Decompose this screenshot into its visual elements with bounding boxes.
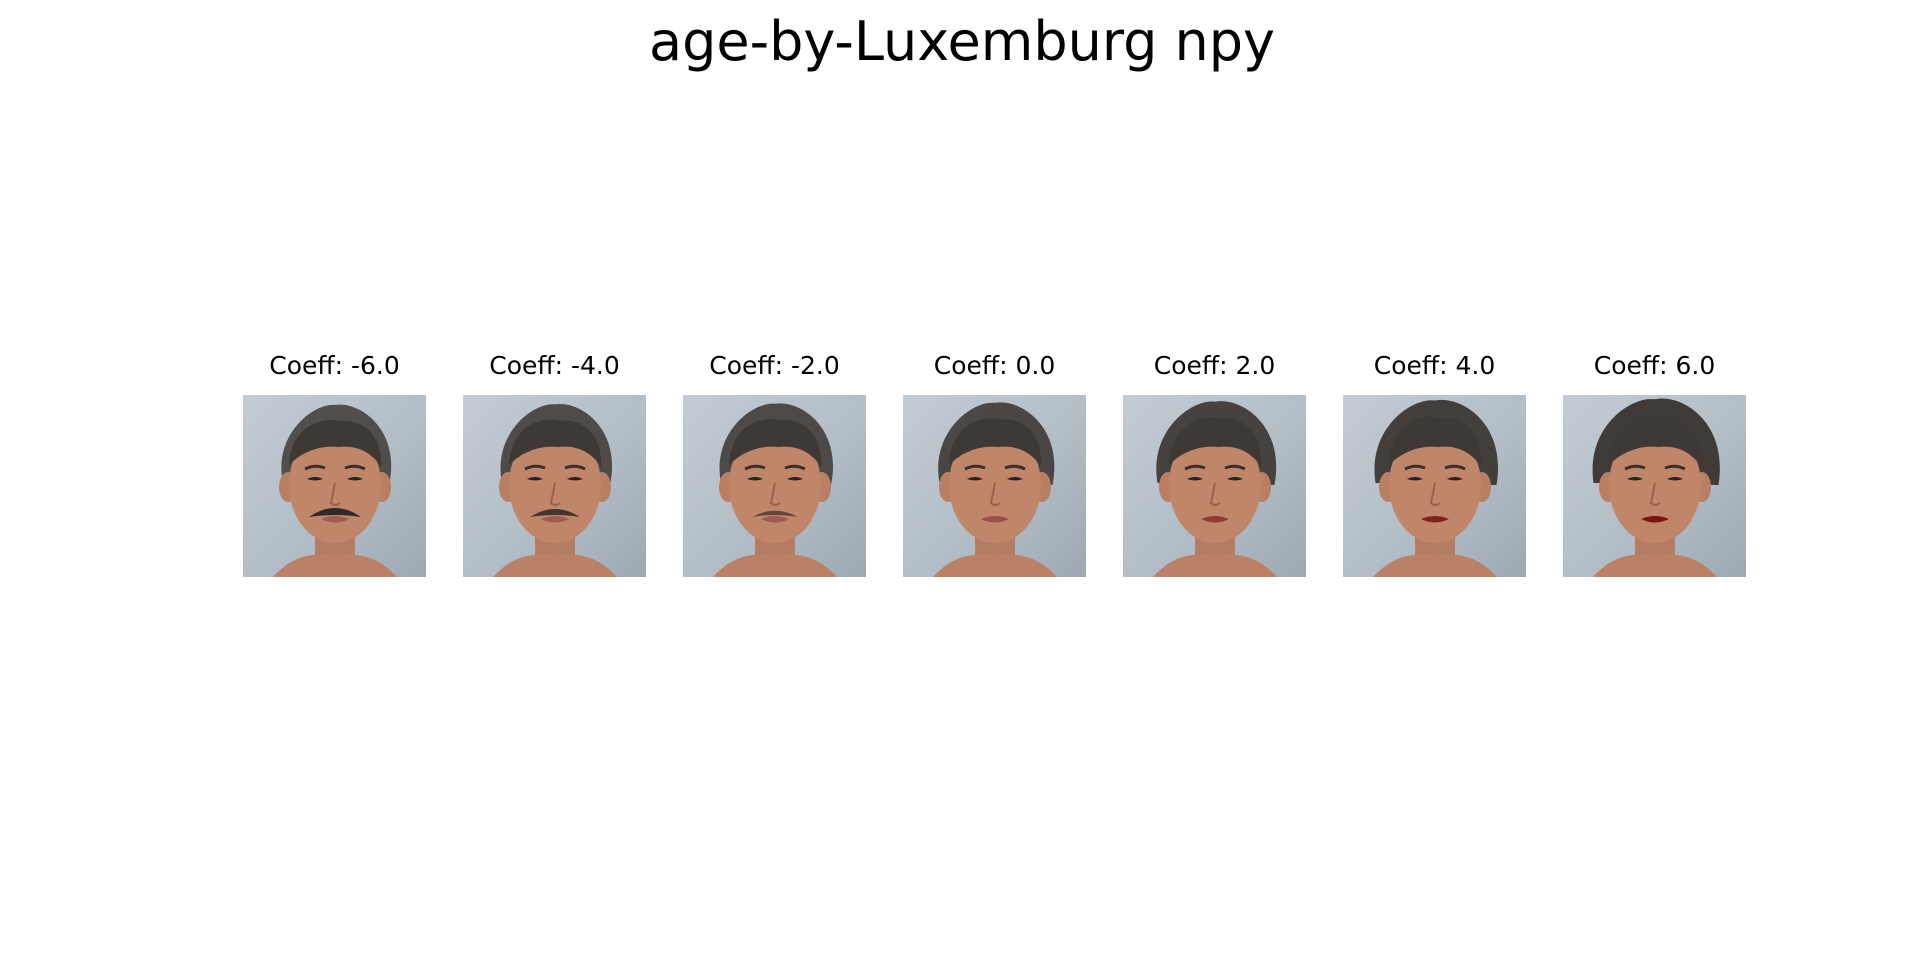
shoulders xyxy=(1153,554,1277,577)
eye-right xyxy=(1227,477,1243,481)
eye-right xyxy=(567,477,583,481)
hair-front xyxy=(509,419,602,467)
eye-right xyxy=(1007,477,1023,481)
mustache xyxy=(752,510,798,517)
lips xyxy=(541,516,569,523)
eyebrow-right xyxy=(344,464,366,471)
hair-front xyxy=(1609,415,1702,467)
mustache xyxy=(530,509,580,517)
nose xyxy=(1209,482,1221,506)
hair-front xyxy=(289,420,382,467)
face-svg xyxy=(1153,401,1277,577)
shoulders xyxy=(1593,554,1717,577)
hair-front xyxy=(1389,416,1482,467)
face-portrait-image xyxy=(463,395,646,577)
lips xyxy=(1641,516,1669,523)
panel-label: Coeff: -6.0 xyxy=(269,351,400,380)
lips xyxy=(981,516,1009,523)
mustache xyxy=(309,508,361,517)
eye-right xyxy=(787,477,803,481)
face-svg xyxy=(493,404,617,577)
shoulders xyxy=(273,554,397,577)
lips xyxy=(321,516,349,523)
panel-label: Coeff: 4.0 xyxy=(1373,351,1496,380)
figure-title: age-by-Luxemburg npy xyxy=(649,10,1275,73)
panel-label: Coeff: 6.0 xyxy=(1593,351,1716,380)
hair-front xyxy=(949,418,1042,467)
eyebrow-right xyxy=(564,464,586,471)
face-portrait-image xyxy=(1343,395,1526,577)
hair-front xyxy=(729,419,822,467)
shoulders xyxy=(1373,554,1497,577)
eye-left xyxy=(527,477,543,481)
face-portrait-image xyxy=(243,395,426,577)
face-portrait-image xyxy=(1123,395,1306,577)
eye-left xyxy=(1187,477,1203,481)
eye-left xyxy=(747,477,763,481)
nose xyxy=(1429,482,1441,506)
eyebrow-left xyxy=(1404,464,1426,471)
panel-label: Coeff: 0.0 xyxy=(933,351,1056,380)
eyebrow-right xyxy=(1004,464,1026,471)
nose xyxy=(329,482,341,506)
lips xyxy=(1201,516,1229,523)
panel-label: Coeff: 2.0 xyxy=(1153,351,1276,380)
eyebrow-left xyxy=(524,464,546,471)
lips xyxy=(1421,516,1449,523)
eyebrow-right xyxy=(1664,464,1686,471)
hair-front xyxy=(1169,417,1262,467)
panel-label: Coeff: -4.0 xyxy=(489,351,620,380)
nose xyxy=(989,482,1001,506)
panel-label: Coeff: -2.0 xyxy=(709,351,840,380)
eye-right xyxy=(1447,477,1463,481)
face-svg xyxy=(933,402,1057,577)
eyebrow-right xyxy=(1444,464,1466,471)
shoulders xyxy=(713,554,837,577)
eye-left xyxy=(307,477,323,481)
face-portrait-image xyxy=(1563,395,1746,577)
shoulders xyxy=(933,554,1057,577)
eyebrow-left xyxy=(1184,464,1206,471)
eyebrow-right xyxy=(1224,464,1246,471)
eyebrow-right xyxy=(784,464,806,471)
eyebrow-left xyxy=(744,464,766,471)
shoulders xyxy=(493,554,617,577)
nose xyxy=(769,482,781,506)
face-svg xyxy=(713,403,837,577)
eyebrow-left xyxy=(304,464,326,471)
eye-left xyxy=(1627,477,1643,481)
eyebrow-left xyxy=(964,464,986,471)
face-svg xyxy=(1592,398,1720,577)
eye-right xyxy=(347,477,363,481)
eye-right xyxy=(1667,477,1683,481)
face-svg xyxy=(273,404,397,577)
nose xyxy=(1649,482,1661,506)
face-portrait-image xyxy=(683,395,866,577)
eye-left xyxy=(1407,477,1423,481)
eye-left xyxy=(967,477,983,481)
face-portrait-image xyxy=(903,395,1086,577)
nose xyxy=(549,482,561,506)
eyebrow-left xyxy=(1624,464,1646,471)
lips xyxy=(761,516,789,523)
face-svg xyxy=(1373,399,1499,577)
